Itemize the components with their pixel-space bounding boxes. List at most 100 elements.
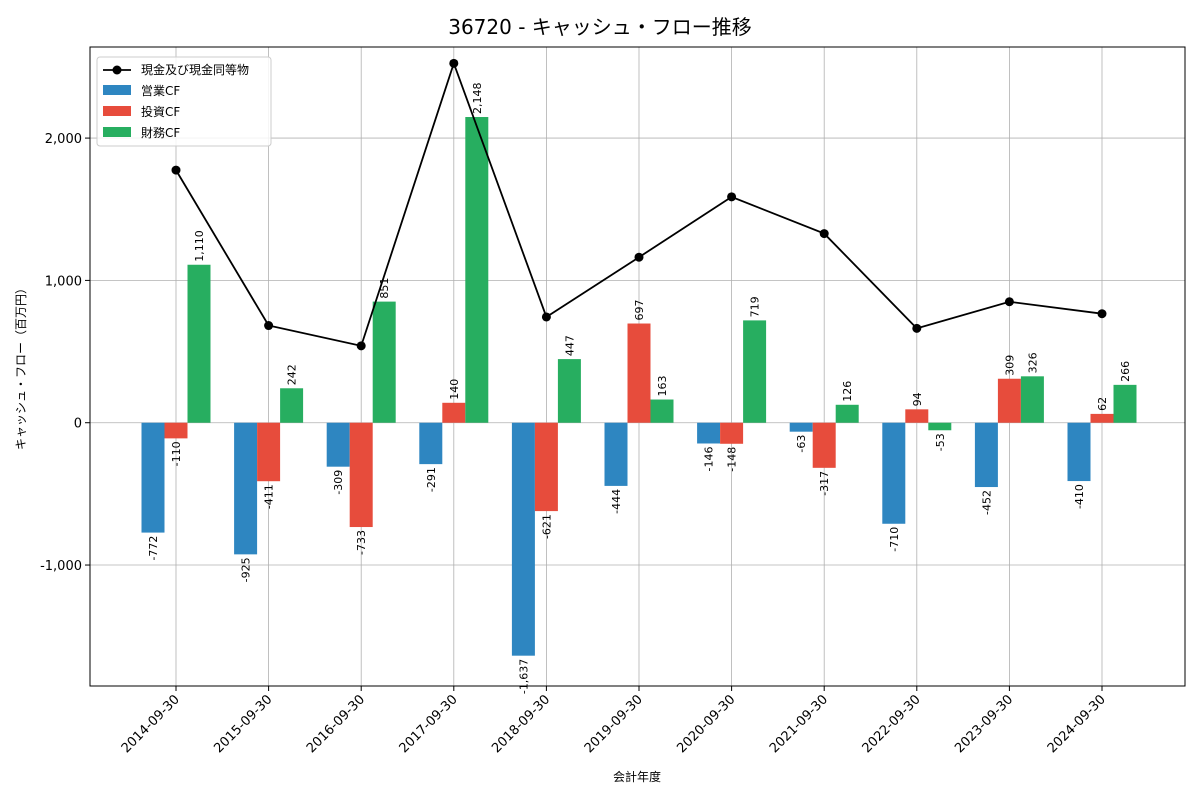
bar-営業CF-2018-09-30: [511, 422, 535, 656]
bar-value-label: -925: [240, 557, 253, 582]
bar-value-label: -710: [888, 527, 901, 552]
bar-value-label: -772: [147, 536, 160, 561]
bar-value-label: -410: [1073, 484, 1086, 509]
bar-営業CF-2016-09-30: [326, 422, 350, 467]
cash-balance-point: [912, 323, 922, 333]
bar-営業CF-2024-09-30: [1067, 422, 1091, 482]
bar-value-label: -53: [934, 433, 947, 451]
bar-投資CF-2015-09-30: [257, 422, 281, 482]
bar-営業CF-2019-09-30: [604, 422, 628, 486]
cash-balance-point: [1097, 309, 1107, 319]
bar-value-label: -110: [170, 441, 183, 466]
legend-label-financing: 財務CF: [141, 125, 180, 140]
bar-投資CF-2024-09-30: [1090, 413, 1114, 423]
bar-value-label: -317: [818, 471, 831, 496]
bar-value-label: -1,637: [517, 659, 530, 694]
cash-balance-point: [171, 165, 181, 175]
cash-balance-point: [264, 321, 274, 331]
y-axis: -1,000 0 1,000 2,000: [40, 132, 90, 574]
bar-投資CF-2016-09-30: [349, 422, 373, 528]
bar-営業CF-2014-09-30: [141, 422, 165, 533]
plot-frame: [89, 46, 1186, 687]
y-tick-label: 2,000: [45, 132, 82, 147]
bar-value-label: 719: [749, 296, 762, 317]
legend-label-cash: 現金及び現金同等物: [141, 62, 249, 77]
bar-value-label: 2,148: [471, 83, 484, 115]
bar-財務CF-2021-09-30: [835, 404, 859, 423]
cash-balance-point: [541, 312, 551, 322]
bar-value-label: 309: [1003, 355, 1016, 376]
bar-value-label: 163: [656, 376, 669, 397]
legend-swatch-operating: [103, 85, 131, 95]
bar-投資CF-2022-09-30: [905, 409, 929, 423]
bar-value-label: 851: [378, 278, 391, 299]
legend: 現金及び現金同等物 営業CF 投資CF 財務CF: [96, 56, 272, 147]
bar-value-label: -621: [540, 514, 553, 539]
bars-layer: [141, 117, 1137, 656]
bar-投資CF-2020-09-30: [720, 422, 744, 444]
cash-balance-point: [356, 341, 366, 351]
bar-value-label: -146: [703, 446, 716, 471]
bar-財務CF-2024-09-30: [1113, 384, 1137, 423]
bar-財務CF-2018-09-30: [557, 359, 581, 423]
cash-balance-point: [634, 252, 644, 262]
bar-value-label: -733: [355, 530, 368, 555]
bar-営業CF-2020-09-30: [697, 422, 721, 444]
bar-value-label: 140: [448, 379, 461, 400]
bar-value-label: -411: [263, 484, 276, 509]
y-axis-title: キャッシュ・フロー（百万円）: [14, 282, 28, 450]
bar-value-label: -309: [332, 470, 345, 495]
y-tick-label: 1,000: [45, 274, 82, 289]
bar-営業CF-2017-09-30: [419, 422, 443, 465]
bar-投資CF-2023-09-30: [997, 378, 1021, 423]
bar-labels-layer: -772 -925 -309 -291 -1,637 -444 -146 -63 -710 -45…: [147, 83, 1132, 695]
legend-label-investing: 投資CF: [141, 104, 180, 119]
legend-box: [96, 56, 272, 147]
y-tick-label: 0: [74, 417, 82, 432]
bar-value-label: 266: [1119, 361, 1132, 382]
bar-財務CF-2023-09-30: [1020, 376, 1044, 423]
cash-balance-point: [1004, 297, 1014, 307]
bar-財務CF-2016-09-30: [372, 301, 396, 423]
bar-投資CF-2019-09-30: [627, 323, 651, 423]
bar-value-label: 447: [563, 335, 576, 356]
bar-投資CF-2018-09-30: [534, 422, 558, 512]
legend-swatch-financing: [103, 127, 131, 137]
bar-value-label: 1,110: [193, 230, 206, 262]
bar-財務CF-2022-09-30: [928, 422, 952, 431]
bar-営業CF-2015-09-30: [234, 422, 258, 555]
legend-label-operating: 営業CF: [141, 84, 180, 98]
bar-value-label: 242: [286, 364, 299, 385]
bar-value-label: -148: [726, 447, 739, 472]
bar-value-label: -291: [425, 467, 438, 492]
bar-財務CF-2019-09-30: [650, 399, 674, 423]
bar-投資CF-2017-09-30: [442, 402, 466, 423]
bar-営業CF-2023-09-30: [974, 422, 998, 488]
bar-value-label: 62: [1096, 397, 1109, 411]
bar-投資CF-2014-09-30: [164, 422, 188, 439]
legend-swatch-investing: [103, 106, 131, 116]
legend-line-marker: [112, 65, 122, 75]
bar-営業CF-2022-09-30: [882, 422, 906, 524]
bar-財務CF-2020-09-30: [743, 320, 767, 423]
bar-投資CF-2021-09-30: [812, 422, 836, 468]
cash-balance-point: [727, 192, 737, 202]
y-tick-label: -1,000: [40, 559, 82, 574]
bar-財務CF-2017-09-30: [465, 117, 489, 423]
bar-value-label: -63: [795, 435, 808, 453]
bar-value-label: 94: [911, 392, 924, 406]
bar-財務CF-2015-09-30: [280, 388, 304, 423]
chart-title: 36720 - キャッシュ・フロー推移: [448, 15, 752, 39]
x-axis-title: 会計年度: [613, 769, 661, 784]
bar-value-label: 126: [841, 381, 854, 402]
cash-balance-point: [449, 58, 459, 68]
bar-value-label: 326: [1026, 352, 1039, 373]
bar-営業CF-2021-09-30: [789, 422, 813, 432]
line-layer: [171, 58, 1107, 351]
cash-balance-point: [819, 229, 829, 239]
bar-財務CF-2014-09-30: [187, 264, 211, 423]
bar-value-label: -444: [610, 489, 623, 514]
bar-value-label: -452: [980, 490, 993, 515]
